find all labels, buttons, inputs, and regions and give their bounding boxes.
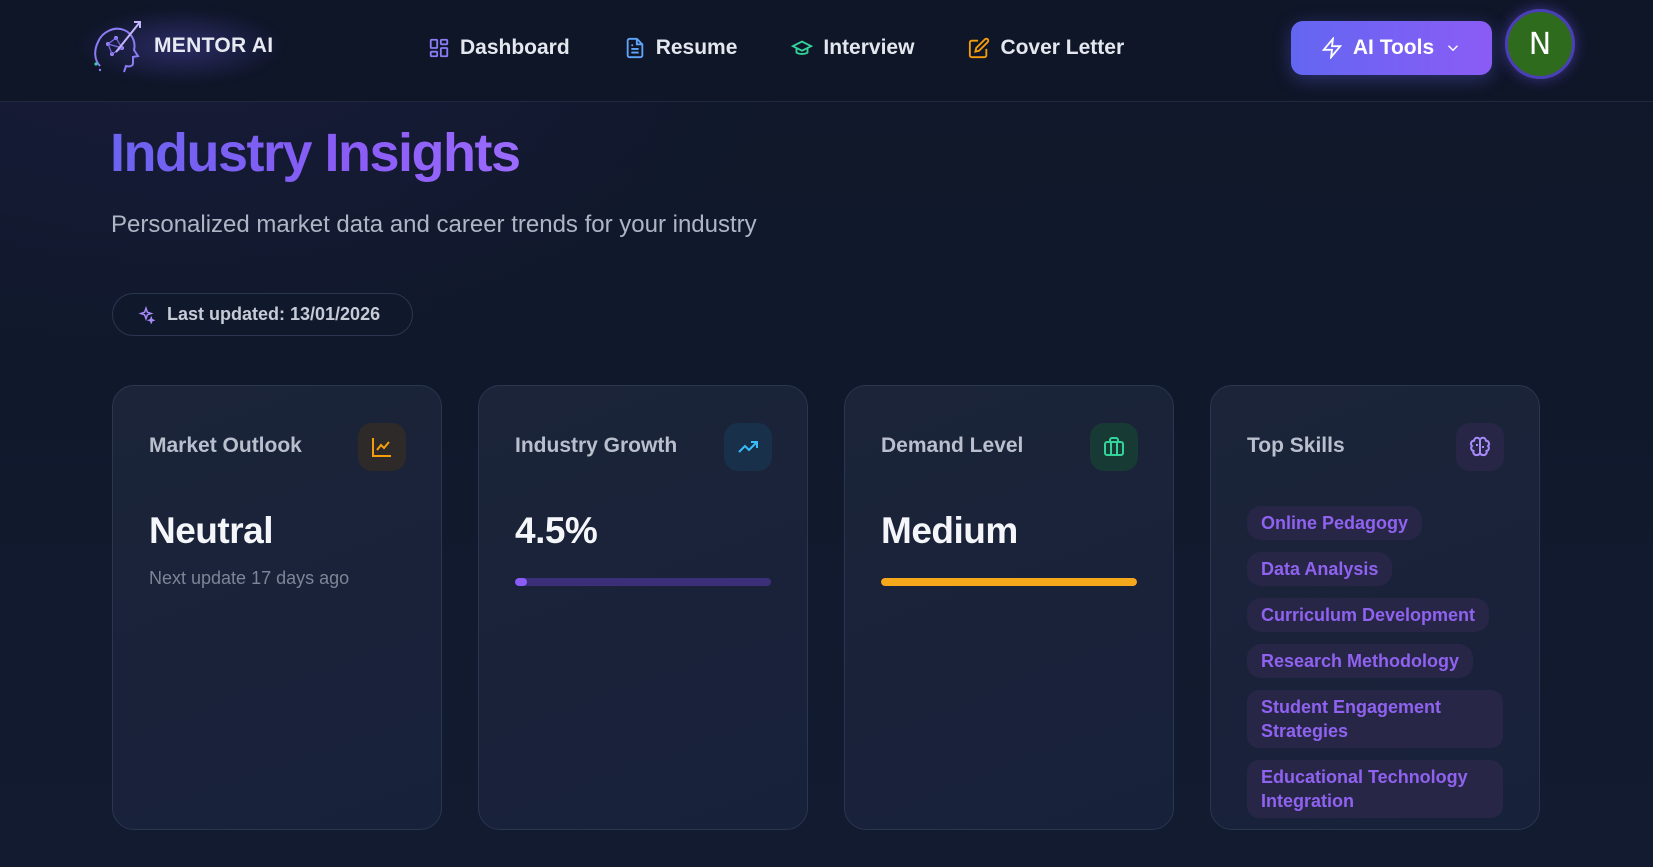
nav-cover-letter-label: Cover Letter	[1000, 36, 1125, 59]
skill-tag: Online Pedagogy	[1247, 506, 1423, 540]
user-avatar[interactable]: N	[1505, 9, 1575, 79]
trending-up-icon	[738, 441, 758, 453]
nav-resume-label: Resume	[655, 36, 738, 59]
top-skills-title: Top Skills	[1247, 434, 1345, 457]
page-title: Industry Insights	[110, 123, 521, 183]
nav-interview-label: Interview	[823, 36, 915, 59]
demand-level-progress-fill	[881, 578, 1137, 586]
top-navbar: MENTOR AI Dashboard Resume Interview	[0, 0, 1653, 102]
top-skills-list: Online Pedagogy Data Analysis Curriculum…	[1247, 506, 1503, 818]
industry-growth-progress-bar	[515, 578, 771, 586]
document-icon	[626, 37, 643, 59]
market-outlook-icon-badge	[358, 423, 406, 471]
skill-tag: Student Engagement Strategies	[1247, 690, 1503, 748]
industry-growth-progress-fill	[515, 578, 527, 586]
skill-tag: Curriculum Development	[1247, 598, 1490, 632]
demand-level-title: Demand Level	[881, 434, 1024, 457]
market-outlook-value: Neutral	[149, 510, 273, 551]
market-outlook-card: Market Outlook Neutral Next update 17 da…	[112, 385, 442, 830]
industry-growth-card: Industry Growth 4.5%	[478, 385, 808, 830]
demand-level-card: Demand Level Medium	[844, 385, 1174, 830]
brain-head-logo-icon	[94, 21, 141, 73]
demand-level-value: Medium	[881, 510, 1018, 551]
graduation-cap-icon	[791, 40, 814, 55]
lightning-icon	[1321, 37, 1343, 59]
line-chart-icon	[372, 438, 391, 457]
nav-dashboard-label: Dashboard	[460, 36, 570, 59]
logo-text: MENTOR AI	[154, 34, 274, 57]
demand-level-icon-badge	[1090, 423, 1138, 471]
edit-pen-icon	[969, 37, 990, 59]
last-updated-badge: Last updated: 13/01/2026	[112, 293, 413, 336]
logo[interactable]: MENTOR AI	[76, 8, 286, 84]
nav-dashboard[interactable]: Dashboard	[428, 36, 570, 60]
skill-tag: Educational Technology Integration	[1247, 760, 1503, 818]
industry-growth-icon-badge	[724, 423, 772, 471]
industry-growth-value: 4.5%	[515, 510, 598, 551]
market-outlook-title: Market Outlook	[149, 434, 302, 457]
ai-tools-dropdown-button[interactable]: AI Tools	[1291, 21, 1492, 75]
nav-cover-letter[interactable]: Cover Letter	[968, 36, 1124, 60]
top-skills-icon-badge	[1456, 423, 1504, 471]
skill-tag: Research Methodology	[1247, 644, 1474, 678]
sparkles-icon	[138, 305, 155, 324]
main-nav: Dashboard Resume Interview Cover Letter	[428, 30, 1178, 66]
skill-tag: Data Analysis	[1247, 552, 1393, 586]
top-skills-card: Top Skills Online Pedagogy Data Analysis…	[1210, 385, 1540, 830]
brain-icon	[1469, 436, 1491, 457]
page-subtitle: Personalized market data and career tren…	[111, 211, 757, 238]
market-outlook-next-update: Next update 17 days ago	[149, 568, 350, 588]
last-updated-text: Last updated: 13/01/2026	[167, 304, 381, 324]
nav-resume[interactable]: Resume	[624, 36, 738, 60]
chevron-down-icon	[1448, 45, 1459, 52]
industry-growth-title: Industry Growth	[515, 434, 678, 457]
ai-tools-label: AI Tools	[1352, 36, 1435, 59]
nav-interview[interactable]: Interview	[791, 36, 914, 60]
dashboard-grid-icon	[429, 38, 449, 58]
demand-level-progress-bar	[881, 578, 1137, 586]
briefcase-icon	[1104, 437, 1124, 456]
